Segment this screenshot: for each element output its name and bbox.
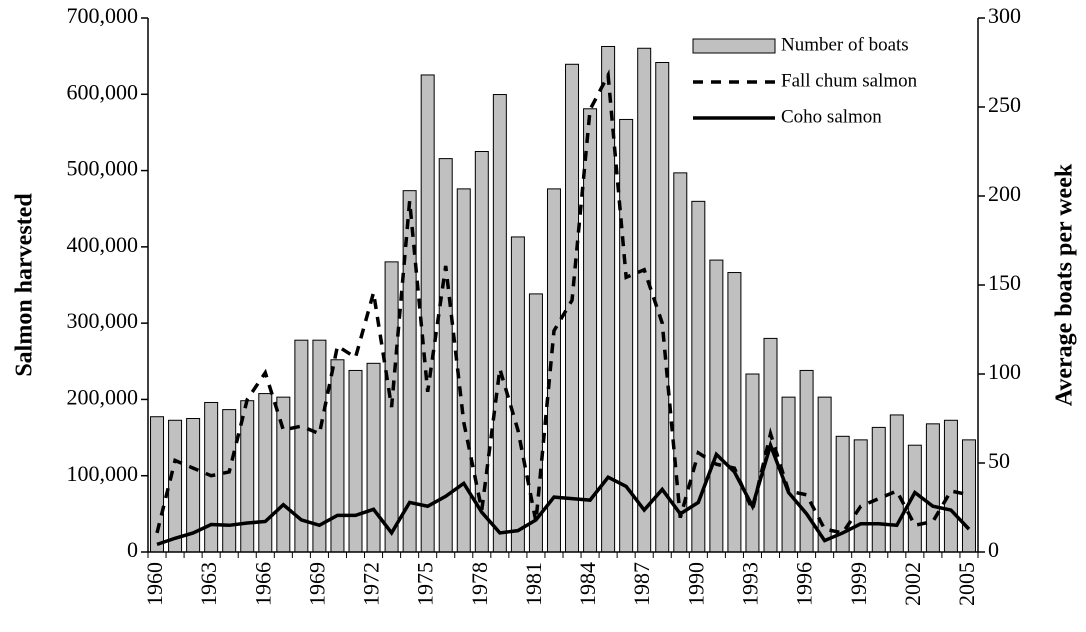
bar xyxy=(871,426,886,553)
legend-swatch xyxy=(692,38,776,54)
bar xyxy=(312,339,327,553)
bar xyxy=(348,369,363,553)
bar xyxy=(943,419,958,553)
bar xyxy=(817,396,832,553)
bar xyxy=(727,272,742,553)
legend-label: Fall chum salmon xyxy=(781,70,918,91)
bar xyxy=(420,74,435,553)
bar xyxy=(637,47,652,553)
y2-tick-label: 100 xyxy=(988,359,1021,384)
x-tick-label: 1993 xyxy=(738,562,763,606)
y2-tick-label: 250 xyxy=(988,92,1021,117)
x-tick-label: 1975 xyxy=(413,562,438,606)
y2-tick-label: 150 xyxy=(988,270,1021,295)
x-tick-label: 1987 xyxy=(629,562,654,606)
y-tick-label: 300,000 xyxy=(67,308,139,333)
bar xyxy=(258,393,273,553)
bar xyxy=(565,63,580,553)
bar xyxy=(330,359,345,553)
bar xyxy=(168,419,183,553)
bar xyxy=(222,409,237,553)
bar xyxy=(709,259,724,553)
y2-axis-title: Average boats per week xyxy=(1052,163,1078,406)
x-tick-label: 2005 xyxy=(954,562,979,606)
legend-label: Number of boats xyxy=(781,34,909,55)
x-tick-label: 1978 xyxy=(467,562,492,606)
x-tick-label: 2002 xyxy=(900,562,925,606)
bar xyxy=(745,373,760,553)
y2-tick-label: 0 xyxy=(988,537,999,562)
line-dashed xyxy=(155,69,970,535)
bar xyxy=(366,362,381,553)
y-tick-label: 0 xyxy=(127,537,138,562)
bar xyxy=(510,236,525,553)
y-axis-title: Salmon harvested xyxy=(12,193,38,377)
y-tick-label: 700,000 xyxy=(67,3,139,28)
bar xyxy=(655,62,670,553)
y2-tick-label: 50 xyxy=(988,448,1010,473)
y2-tick-label: 200 xyxy=(988,181,1021,206)
bar xyxy=(889,414,904,553)
y-tick-label: 600,000 xyxy=(67,79,139,104)
bar xyxy=(961,439,976,553)
x-tick-label: 1969 xyxy=(304,562,329,606)
x-tick-label: 1981 xyxy=(521,562,546,606)
x-tick-label: 1960 xyxy=(142,562,167,606)
bar xyxy=(853,439,868,553)
bar xyxy=(673,172,688,553)
legend-label: Coho salmon xyxy=(781,106,882,127)
x-tick-label: 1972 xyxy=(359,562,384,606)
x-tick-label: 1999 xyxy=(846,562,871,606)
bar xyxy=(799,369,814,553)
y-tick-label: 400,000 xyxy=(67,232,139,257)
bar xyxy=(925,423,940,553)
bar xyxy=(492,94,507,553)
bar xyxy=(474,151,489,553)
x-tick-label: 1966 xyxy=(250,562,275,606)
line-solid xyxy=(156,439,971,547)
y-tick-label: 100,000 xyxy=(67,461,139,486)
x-tick-label: 1990 xyxy=(683,562,708,606)
x-tick-label: 1996 xyxy=(792,562,817,606)
bar xyxy=(781,396,796,553)
y-tick-label: 500,000 xyxy=(67,156,139,181)
y-tick-label: 200,000 xyxy=(67,384,139,409)
y2-tick-label: 300 xyxy=(988,3,1021,28)
x-tick-label: 1963 xyxy=(196,562,221,606)
x-tick-label: 1984 xyxy=(575,562,600,606)
